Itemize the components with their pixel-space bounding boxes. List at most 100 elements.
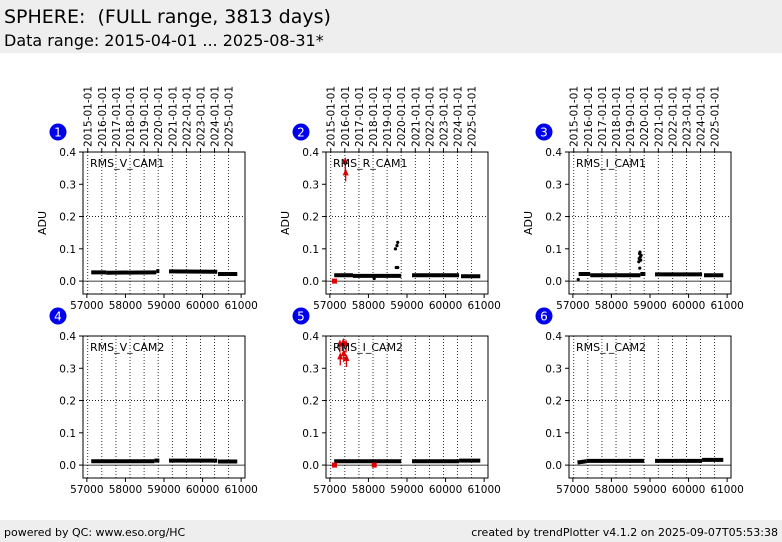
outlier-arrow [342, 168, 349, 176]
outlier-point [371, 462, 377, 468]
x-tick-label: 58000 [352, 484, 385, 496]
y-tick-label: 0.3 [545, 179, 562, 191]
x-tick-label: 59000 [390, 484, 423, 496]
footer-created: created by trendPlotter v4.1.2 on 2025-0… [471, 526, 778, 539]
x-tick-label: 60000 [672, 484, 705, 496]
page-subtitle: Data range: 2015-04-01 ... 2025-08-31* [4, 31, 324, 50]
y-tick-label: 0.1 [302, 244, 319, 256]
y-tick-label: 0.4 [302, 147, 319, 159]
date-tick-label: 2020-01-01 [153, 86, 165, 147]
y-tick-label: 0.1 [59, 244, 76, 256]
series-label: RMS_I_CAM1 [576, 157, 646, 170]
footer-bar [0, 520, 782, 542]
outlier-arrow [337, 352, 344, 360]
date-tick-label: 2023-01-01 [438, 86, 450, 147]
date-tick-label: 2017-01-01 [354, 86, 366, 147]
date-tick-label: 2017-01-01 [597, 86, 609, 147]
outlier-point [331, 462, 337, 468]
series-label: RMS_V_CAM2 [90, 341, 164, 354]
date-tick-label: 2019-01-01 [625, 86, 637, 147]
date-tick-label: 2022-01-01 [424, 86, 436, 147]
outlier-arrow [342, 157, 349, 165]
date-tick-label: 2015-01-01 [569, 86, 581, 147]
y-tick-label: 0.0 [302, 460, 319, 472]
y-tick-label: 0.2 [302, 396, 319, 408]
panel-2: 57000 58000 59000 60000 61000 0.0 0.1 0.2 0.3 0.4… [279, 86, 501, 312]
x-tick-label: 58000 [109, 300, 142, 312]
panel-3: 57000 58000 59000 60000 61000 0.0 0.1 0.2 0.3 0.4… [522, 86, 744, 312]
y-tick-label: 0.2 [302, 212, 319, 224]
x-tick-label: 59000 [147, 484, 180, 496]
x-tick-label: 57000 [70, 484, 103, 496]
date-tick-label: 2016-01-01 [97, 86, 109, 147]
date-tick-label: 2020-01-01 [396, 86, 408, 147]
outlier-point [331, 278, 337, 284]
footer-credit[interactable]: powered by QC: www.eso.org/HC [4, 526, 186, 539]
panel-number: 3 [540, 126, 548, 140]
y-tick-label: 0.3 [302, 363, 319, 375]
date-tick-label: 2016-01-01 [583, 86, 595, 147]
y-axis-label: ADU [36, 211, 49, 235]
date-tick-label: 2019-01-01 [382, 86, 394, 147]
y-tick-label: 0.3 [545, 363, 562, 375]
date-tick-label: 2024-01-01 [453, 86, 465, 147]
date-tick-label: 2024-01-01 [696, 86, 708, 147]
date-tick-label: 2020-01-01 [639, 86, 651, 147]
date-tick-label: 2023-01-01 [195, 86, 207, 147]
x-tick-label: 57000 [556, 484, 589, 496]
date-tick-label: 2018-01-01 [125, 86, 137, 147]
date-tick-label: 2022-01-01 [181, 86, 193, 147]
x-tick-label: 58000 [595, 484, 628, 496]
series-label: RMS_I_CAM2 [333, 341, 403, 354]
date-tick-label: 2017-01-01 [111, 86, 123, 147]
date-tick-label: 2021-01-01 [410, 86, 422, 147]
data-point [372, 276, 376, 281]
plot-frame [325, 335, 489, 479]
panel-number-badge [535, 123, 553, 141]
x-tick-label: 61000 [467, 484, 500, 496]
outlier-arrow [343, 339, 350, 347]
outlier-arrow [343, 353, 350, 361]
date-tick-label: 2018-01-01 [368, 86, 380, 147]
data-point [396, 265, 400, 270]
x-tick-label: 60000 [429, 484, 462, 496]
panel-5: 57000 58000 59000 60000 61000 0.0 0.1 0.2 0.3 0.4… [292, 307, 501, 496]
y-tick-label: 0.0 [59, 276, 76, 288]
data-point [638, 250, 642, 254]
series-label: RMS_I_CAM2 [576, 341, 646, 354]
y-tick-label: 0.1 [545, 244, 562, 256]
y-tick-label: 0.1 [545, 428, 562, 440]
y-tick-label: 0.3 [59, 179, 76, 191]
plot-frame [325, 151, 489, 295]
x-tick-label: 59000 [390, 300, 423, 312]
panel-number-badge [292, 307, 310, 325]
date-tick-label: 2015-01-01 [326, 86, 338, 147]
y-tick-label: 0.0 [302, 276, 319, 288]
x-tick-label: 57000 [313, 484, 346, 496]
data-point [639, 253, 643, 257]
date-tick-label: 2019-01-01 [139, 86, 151, 147]
x-tick-label: 58000 [352, 300, 385, 312]
date-tick-label: 2022-01-01 [667, 86, 679, 147]
panel-number: 4 [54, 310, 62, 324]
x-tick-label: 59000 [633, 484, 666, 496]
panel-number: 1 [54, 126, 62, 140]
header-bar [0, 0, 782, 53]
x-tick-label: 60000 [429, 300, 462, 312]
date-tick-label: 2018-01-01 [611, 86, 623, 147]
x-tick-label: 57000 [70, 300, 103, 312]
page-title: SPHERE: (FULL range, 3813 days) [4, 6, 331, 28]
data-point [638, 266, 642, 270]
date-tick-label: 2021-01-01 [167, 86, 179, 147]
date-tick-label: 2023-01-01 [681, 86, 693, 147]
panel-number: 2 [297, 126, 305, 140]
x-tick-label: 61000 [224, 484, 257, 496]
date-tick-label: 2024-01-01 [210, 86, 222, 147]
panel-number-badge [49, 123, 67, 141]
x-tick-label: 58000 [595, 300, 628, 312]
y-axis-label: ADU [522, 211, 535, 235]
y-tick-label: 0.2 [545, 212, 562, 224]
x-tick-label: 59000 [147, 300, 180, 312]
panel-4: 57000 58000 59000 60000 61000 0.0 0.1 0.2 0.3 0.4… [49, 307, 258, 496]
